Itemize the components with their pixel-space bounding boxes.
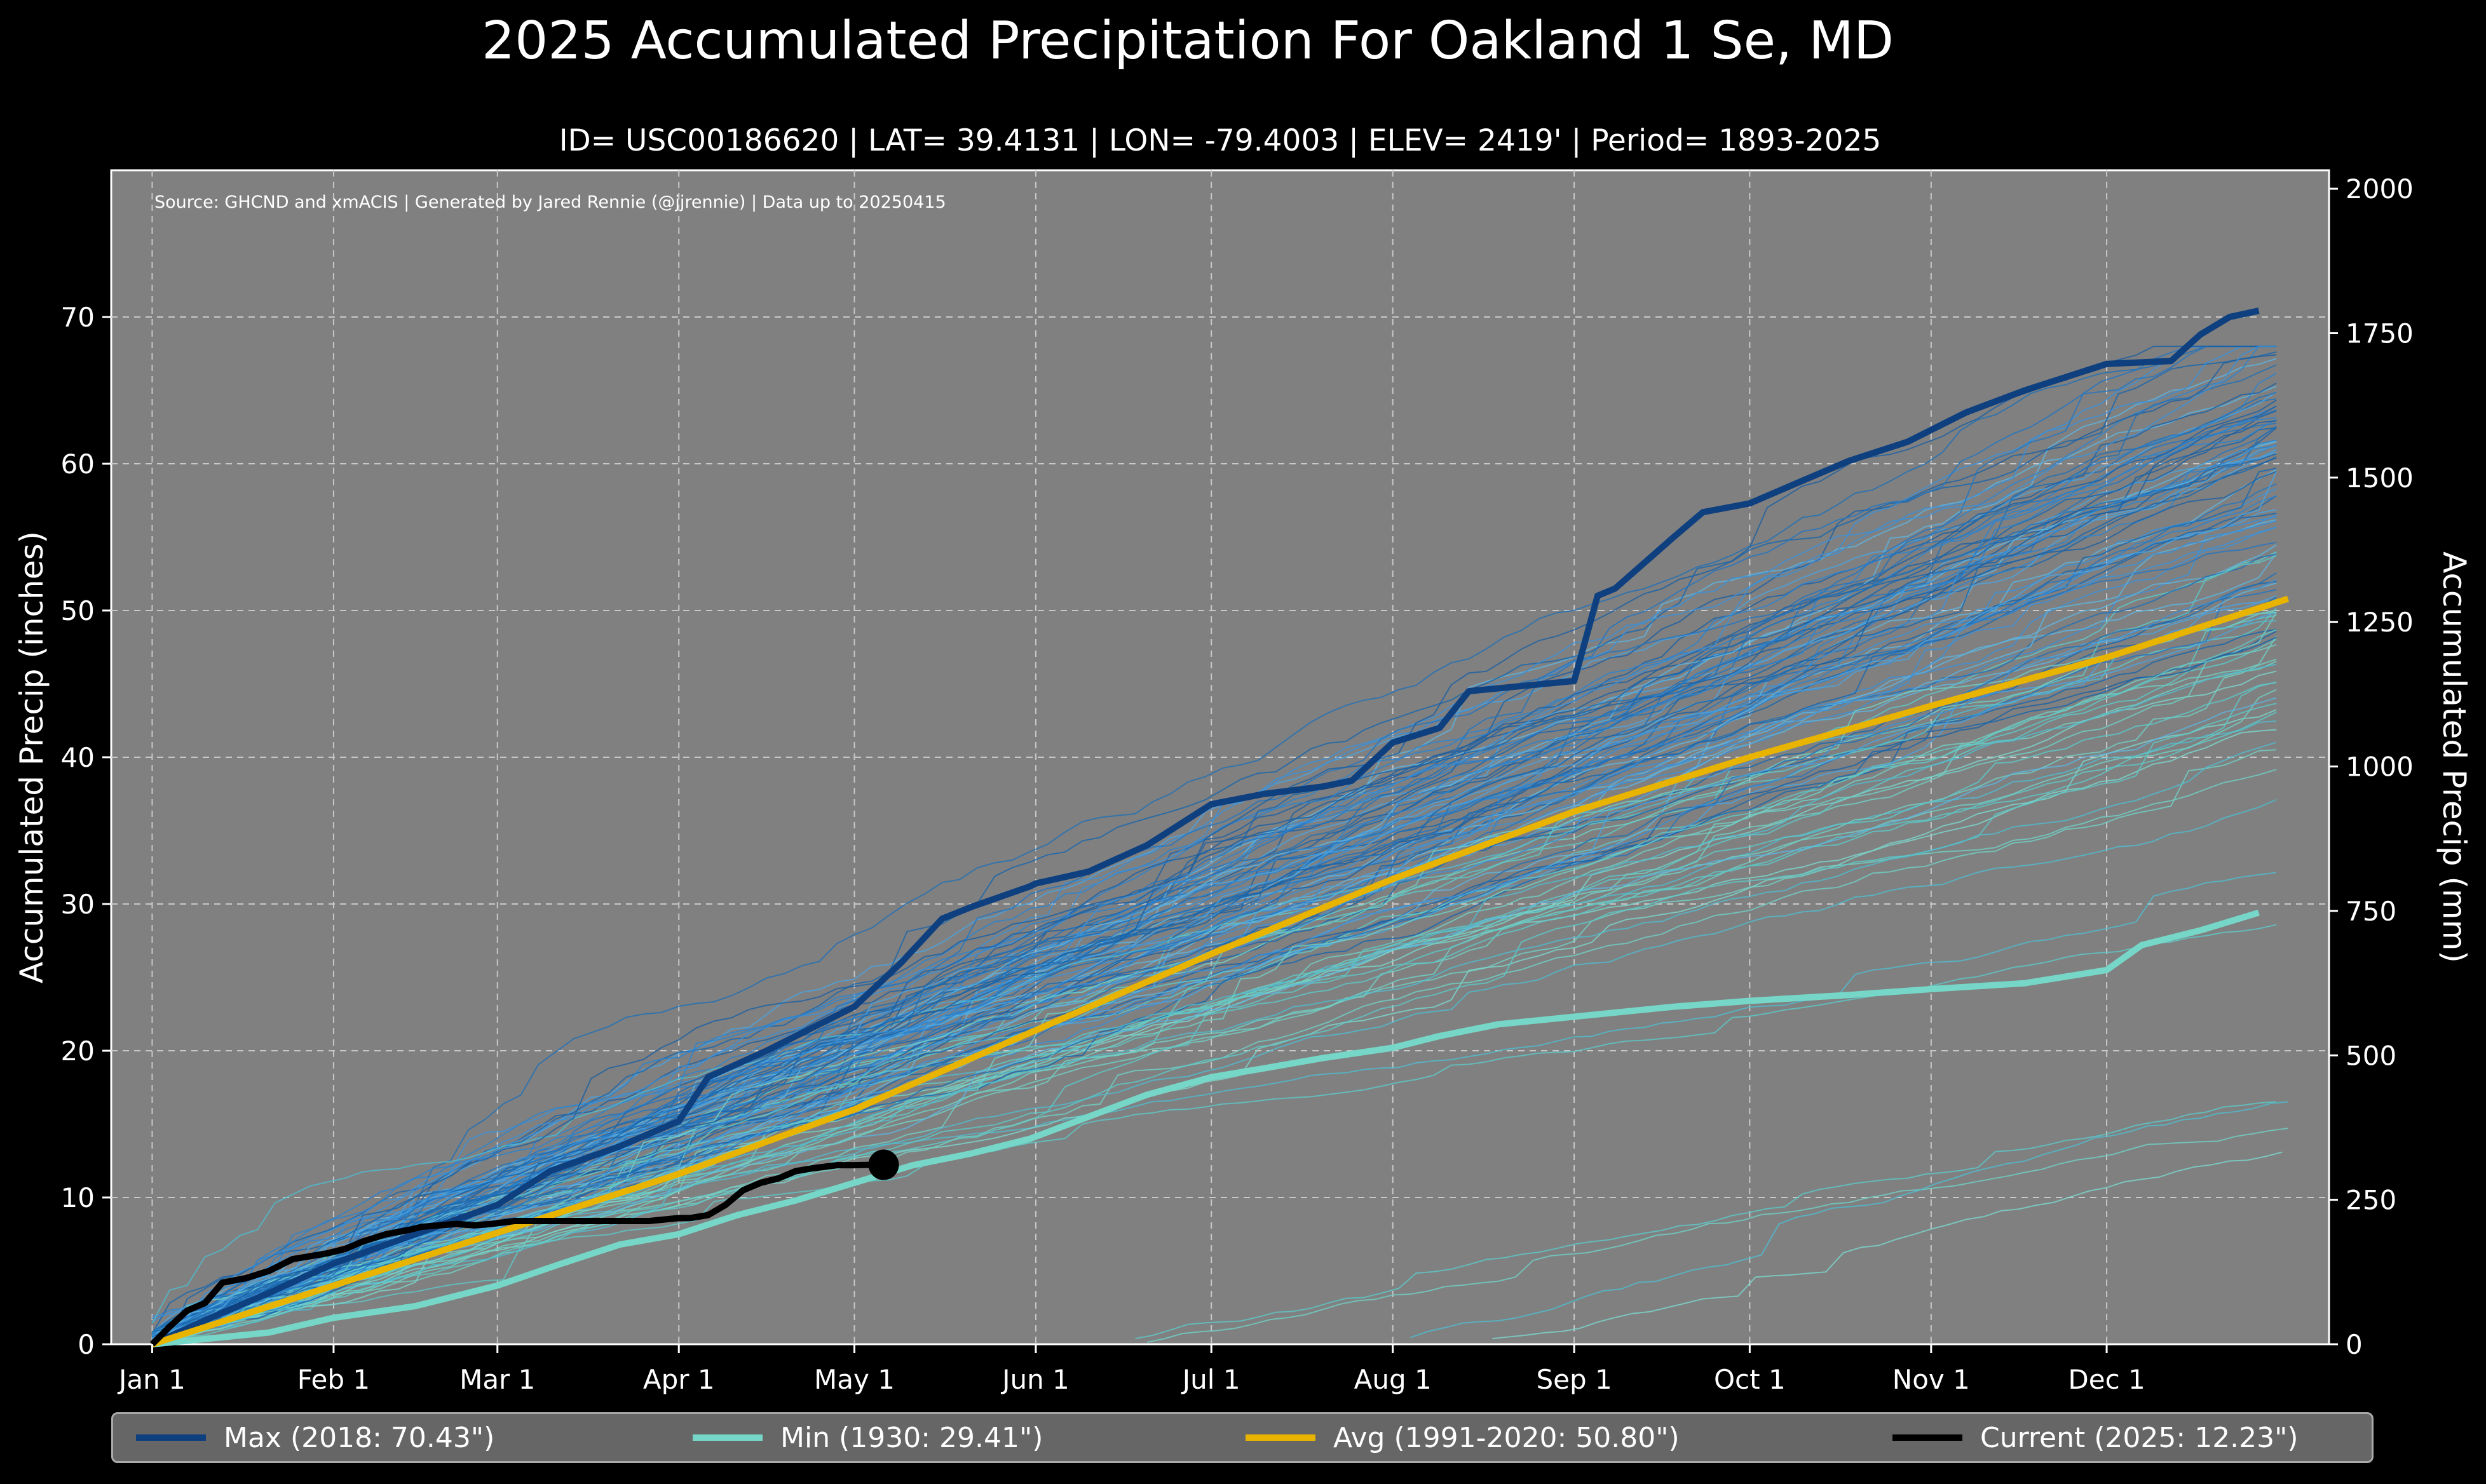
y-tick-label-right: 750 bbox=[2346, 896, 2396, 927]
historical-year-line bbox=[151, 469, 2277, 1339]
legend-swatch-max bbox=[136, 1434, 206, 1441]
y-axis-label-left: Accumulated Precip (inches) bbox=[13, 531, 50, 983]
legend-item-avg: Avg (1991-2020: 50.80") bbox=[1246, 1414, 1680, 1461]
y-tick-label-left: 50 bbox=[61, 595, 95, 626]
historical-year-line bbox=[152, 663, 2277, 1342]
y-tick-label-right: 1500 bbox=[2346, 462, 2414, 494]
y-tick-label-left: 0 bbox=[78, 1329, 95, 1360]
historical-year-line bbox=[152, 697, 2277, 1340]
historical-year-line bbox=[152, 579, 2277, 1344]
legend-item-current: Current (2025: 12.23") bbox=[1892, 1414, 2299, 1461]
legend-item-min: Min (1930: 29.41") bbox=[693, 1414, 1043, 1461]
y-tick-label-left: 10 bbox=[61, 1182, 95, 1213]
historical-year-line bbox=[152, 729, 2277, 1342]
historical-year-line bbox=[151, 512, 2277, 1343]
historical-year-line bbox=[151, 488, 2277, 1343]
legend-label-current: Current (2025: 12.23") bbox=[1980, 1421, 2299, 1454]
y-tick-label-right: 0 bbox=[2346, 1329, 2363, 1360]
series-line-max bbox=[151, 307, 2260, 1347]
historical-year-line bbox=[152, 609, 2277, 1340]
historical-year-line bbox=[151, 453, 2277, 1339]
historical-year-line bbox=[151, 516, 2277, 1338]
historical-year-line bbox=[152, 644, 2277, 1342]
series-lines bbox=[149, 307, 2290, 1347]
legend-label-max: Max (2018: 70.43") bbox=[224, 1421, 495, 1454]
x-tick-label: Jun 1 bbox=[1000, 1364, 1070, 1395]
x-tick-label: Jan 1 bbox=[117, 1364, 186, 1395]
axes: Jan 1 Feb 1 Mar 1 Apr 1 May 1 Jun 1 Jul 1 Aug 1… bbox=[61, 173, 2414, 1395]
series-line-avg bbox=[151, 595, 2290, 1347]
y-tick-label-right: 250 bbox=[2346, 1185, 2396, 1216]
chart-title: 2025 Accumulated Precipitation For Oakla… bbox=[481, 11, 1894, 71]
legend-item-max: Max (2018: 70.43") bbox=[136, 1414, 494, 1461]
historical-year-line bbox=[152, 346, 2277, 1336]
historical-year-line bbox=[151, 372, 2277, 1340]
y-tick-label-left: 70 bbox=[61, 302, 95, 333]
historical-year-line bbox=[152, 346, 2277, 1335]
historical-year-line bbox=[1146, 1128, 2288, 1343]
grid-lines bbox=[111, 170, 2329, 1344]
x-tick-label: Nov 1 bbox=[1892, 1364, 1970, 1395]
x-tick-label: Sep 1 bbox=[1536, 1364, 1612, 1395]
historical-year-line bbox=[151, 456, 2277, 1333]
x-tick-label: May 1 bbox=[814, 1364, 895, 1395]
historical-year-line bbox=[151, 386, 2277, 1341]
x-tick-label: Oct 1 bbox=[1714, 1364, 1786, 1395]
series-line-min bbox=[151, 909, 2260, 1347]
chart-subtitle: ID= USC00186620 | LAT= 39.4131 | LON= -7… bbox=[559, 123, 1882, 158]
legend: Max (2018: 70.43") Min (1930: 29.41") Av… bbox=[111, 1412, 2374, 1463]
y-tick-label-right: 1250 bbox=[2346, 607, 2414, 638]
historical-year-line bbox=[152, 346, 2277, 1343]
legend-label-min: Min (1930: 29.41") bbox=[780, 1421, 1043, 1454]
x-tick-label: Jul 1 bbox=[1181, 1364, 1240, 1395]
y-tick-label-right: 1750 bbox=[2346, 318, 2414, 349]
source-note: Source: GHCND and xmACIS | Generated by … bbox=[154, 192, 946, 212]
historical-year-line bbox=[151, 364, 2277, 1339]
historical-year-line bbox=[152, 405, 2277, 1333]
historical-year-line bbox=[152, 358, 2277, 1343]
y-tick-label-left: 60 bbox=[61, 449, 95, 480]
historical-year-line bbox=[152, 400, 2277, 1334]
x-tick-label: Feb 1 bbox=[297, 1364, 370, 1395]
y-tick-label-right: 500 bbox=[2346, 1040, 2396, 1071]
historical-year-lines bbox=[151, 346, 2288, 1344]
legend-swatch-current bbox=[1892, 1434, 1962, 1441]
historical-year-line bbox=[152, 346, 2277, 1338]
historical-year-line bbox=[152, 346, 2277, 1340]
historical-year-line bbox=[1492, 1151, 2283, 1340]
y-tick-label-left: 30 bbox=[61, 889, 95, 920]
historical-year-line bbox=[152, 712, 2277, 1343]
historical-year-line bbox=[152, 471, 2277, 1343]
historical-year-line bbox=[152, 769, 2277, 1340]
x-tick-label: Aug 1 bbox=[1354, 1364, 1432, 1395]
series-line-current bbox=[149, 1161, 884, 1347]
historical-year-line bbox=[152, 872, 2277, 1342]
y-tick-label-left: 40 bbox=[61, 742, 95, 773]
legend-swatch-avg bbox=[1246, 1434, 1315, 1441]
historical-year-line bbox=[152, 439, 2277, 1344]
x-tick-label: Apr 1 bbox=[643, 1364, 715, 1395]
y-tick-label-left: 20 bbox=[61, 1035, 95, 1067]
y-tick-label-right: 2000 bbox=[2346, 173, 2414, 205]
historical-year-line bbox=[1409, 1101, 2288, 1339]
historical-year-line bbox=[151, 620, 2277, 1324]
historical-year-line bbox=[151, 405, 2277, 1342]
historical-year-line bbox=[151, 426, 2277, 1340]
historical-year-line bbox=[1135, 1101, 2277, 1340]
x-tick-label: Dec 1 bbox=[2068, 1364, 2145, 1395]
historical-year-line bbox=[152, 749, 2277, 1340]
x-tick-label: Mar 1 bbox=[459, 1364, 535, 1395]
current-day-marker bbox=[868, 1149, 899, 1180]
y-tick-label-right: 1000 bbox=[2346, 752, 2414, 783]
legend-swatch-min bbox=[693, 1434, 763, 1441]
y-axis-label-right: Accumulated Precip (mm) bbox=[2436, 551, 2473, 963]
legend-label-avg: Avg (1991-2020: 50.80") bbox=[1333, 1421, 1680, 1454]
